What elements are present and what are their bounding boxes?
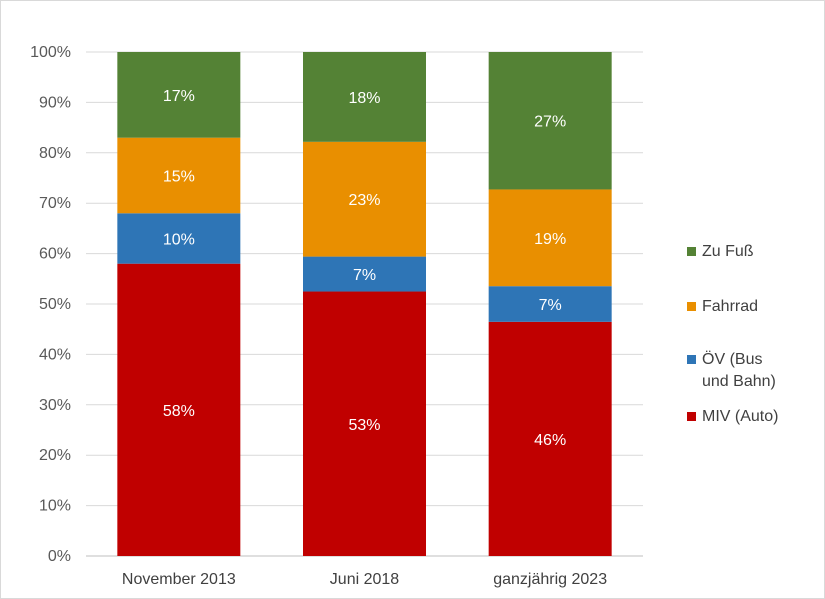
bar-segment [117, 52, 241, 138]
data-label: 17% [163, 88, 195, 105]
y-tick-label: 30% [39, 397, 71, 414]
bar-segment [303, 52, 426, 142]
data-label: 7% [353, 267, 376, 284]
y-tick-label: 20% [39, 447, 71, 464]
bar-segment [488, 189, 612, 287]
y-tick-label: 40% [39, 346, 71, 363]
data-label: 15% [163, 168, 195, 185]
data-label: 23% [348, 192, 380, 209]
y-tick-label: 70% [39, 195, 71, 212]
y-tick-label: 90% [39, 94, 71, 111]
legend-label: MIV (Auto) [702, 408, 779, 425]
y-tick-label: 100% [30, 44, 71, 61]
legend-swatch [687, 412, 696, 421]
x-tick-label: November 2013 [122, 571, 236, 588]
bar-segment [488, 321, 612, 556]
y-tick-label: 50% [39, 296, 71, 313]
y-tick-label: 10% [39, 498, 71, 515]
data-label: 58% [163, 403, 195, 420]
data-label: 18% [348, 90, 380, 107]
legend-label: Zu Fuß [702, 243, 754, 260]
bar-segment [303, 141, 426, 257]
bar-segment [488, 286, 612, 322]
legend-label: ÖV (Bus [702, 351, 763, 368]
data-label: 7% [539, 297, 562, 314]
bar-segment [117, 263, 241, 556]
y-tick-label: 60% [39, 246, 71, 263]
data-label: 53% [348, 417, 380, 434]
data-label: 46% [534, 432, 566, 449]
legend-swatch [687, 302, 696, 311]
x-tick-label: Juni 2018 [330, 571, 399, 588]
legend-swatch [687, 355, 696, 364]
legend-label: Fahrrad [702, 298, 759, 315]
data-label: 19% [534, 231, 566, 248]
bar-segment [488, 52, 612, 190]
y-tick-label: 0% [48, 548, 71, 565]
data-label: 10% [163, 231, 195, 248]
legend-swatch [687, 247, 696, 256]
legend-label: und Bahn) [702, 373, 776, 390]
x-tick-label: ganzjährig 2023 [493, 571, 607, 588]
bar-segment [117, 137, 241, 214]
bar-segment [303, 291, 426, 556]
y-tick-label: 80% [39, 145, 71, 162]
data-label: 27% [534, 114, 566, 131]
bar-segment [117, 213, 241, 264]
bar-segment [303, 256, 426, 292]
